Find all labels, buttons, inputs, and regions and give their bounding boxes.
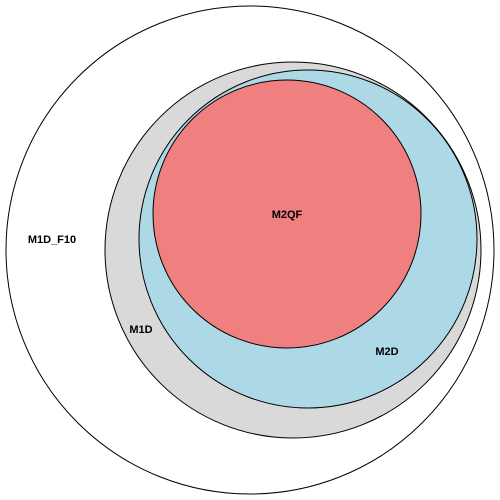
set-label-m2d: M2D [375, 346, 398, 358]
set-label-m1d: M1D [129, 324, 152, 336]
set-circle-m2qf [152, 79, 422, 349]
set-label-m2qf: M2QF [272, 209, 303, 221]
set-label-m1d-f10: M1D_F10 [28, 234, 76, 246]
